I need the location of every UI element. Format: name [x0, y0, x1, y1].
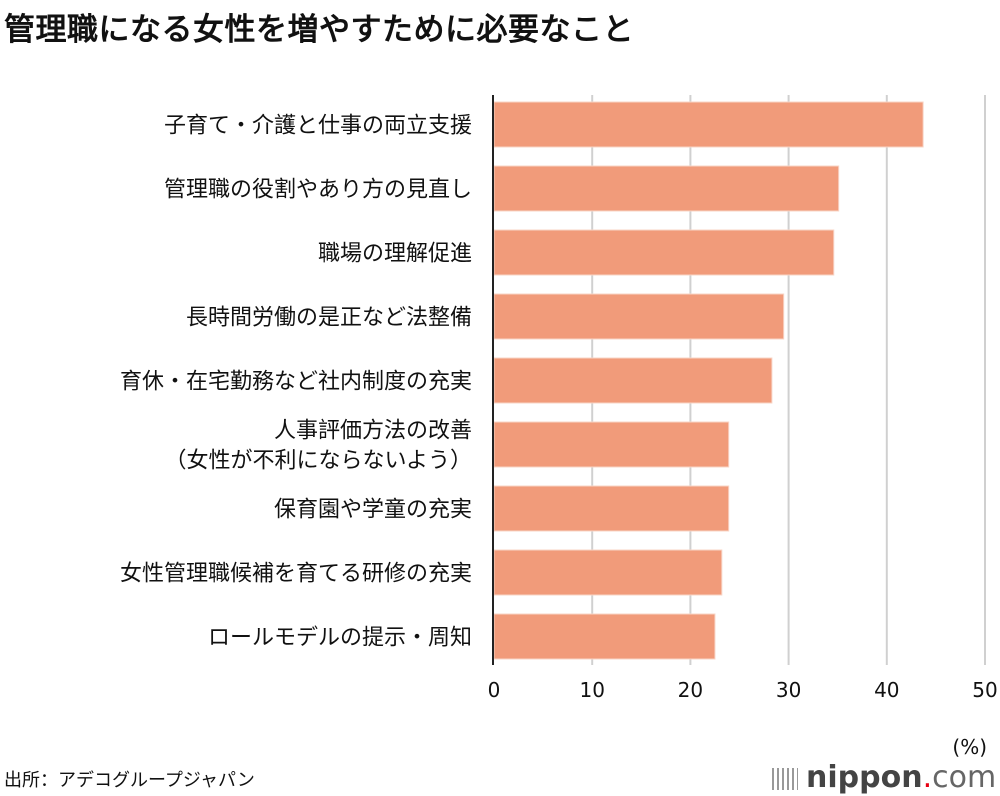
bar [493, 549, 723, 596]
category-label: 育休・在宅勤務など社内制度の充実 [120, 370, 472, 395]
bar [493, 357, 773, 404]
x-tick-label: 30 [776, 678, 801, 702]
chart-title: 管理職になる女性を増やすために必要なこと [4, 12, 634, 48]
bar [493, 293, 785, 340]
category-label: 人事評価方法の改善 [274, 419, 472, 444]
logo-bars-icon [772, 767, 798, 790]
category-label: ロールモデルの提示・周知 [208, 626, 472, 651]
x-tick-label: 50 [972, 678, 997, 702]
category-label: 職場の理解促進 [318, 242, 472, 267]
bar [493, 613, 716, 660]
category-label: 女性管理職候補を育てる研修の充実 [120, 562, 472, 587]
bar [493, 421, 730, 468]
bar [493, 101, 924, 148]
bar [493, 165, 840, 212]
category-label: 子育て・介護と仕事の両立支援 [164, 114, 472, 139]
category-label: 管理職の役割やあり方の見直し [164, 178, 472, 203]
bar [493, 485, 730, 532]
category-label: 長時間労働の是正など法整備 [186, 306, 472, 331]
category-label: 保育園や学童の充実 [274, 498, 472, 523]
x-unit-label: (%) [952, 735, 987, 759]
x-tick-label: 10 [579, 678, 604, 702]
category-label: （女性が不利にならないよう） [164, 449, 472, 474]
nippon-logo: nippon.com [772, 760, 996, 795]
x-tick-label: 40 [874, 678, 899, 702]
x-tick-label: 20 [678, 678, 703, 702]
source-note: 出所：アデコグループジャパン [4, 770, 255, 791]
x-tick-label: 0 [488, 678, 501, 702]
bar [493, 229, 835, 276]
